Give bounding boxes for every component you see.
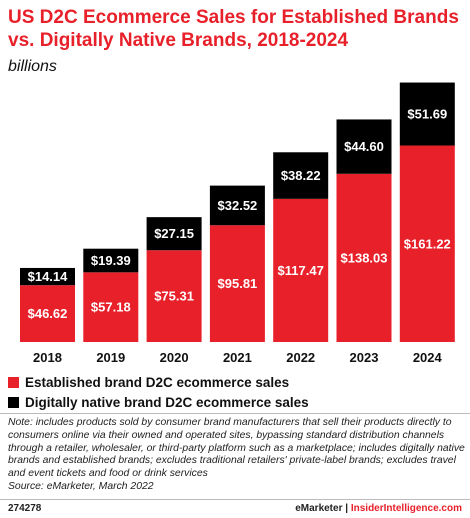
bar-digitally-native-2019 [83, 248, 139, 273]
bar-digitally-native-2020 [146, 217, 202, 251]
chart-title: US D2C Ecommerce Sales for Established B… [8, 7, 459, 51]
x-tick-label-2022: 2022 [286, 350, 315, 365]
legend-item-digitally-native: Digitally native brand D2C ecommerce sal… [8, 392, 309, 412]
bar-established-2018 [20, 285, 75, 342]
data-label-established-2020: $75.31 [154, 289, 194, 304]
data-label-digitally-native-2022: $38.22 [281, 168, 321, 183]
bar-established-2019 [83, 272, 139, 342]
data-label-digitally-native-2021: $32.52 [218, 198, 258, 213]
footer-brand-insider: InsiderIntelligence.com [350, 503, 462, 514]
legend-item-established: Established brand D2C ecommerce sales [8, 372, 309, 392]
data-label-established-2021: $95.81 [218, 276, 258, 291]
data-label-digitally-native-2023: $44.60 [344, 139, 384, 154]
x-tick-label-2020: 2020 [160, 350, 189, 365]
chart-note: Note: includes products sold by consumer… [8, 417, 465, 480]
footer-divider [0, 499, 470, 500]
note-divider [0, 413, 470, 414]
bar-digitally-native-2023 [336, 119, 392, 174]
legend-label-established: Established brand D2C ecommerce sales [25, 374, 290, 390]
footer-brand: eMarketer | InsiderIntelligence.com [295, 503, 462, 514]
x-tick-label-2019: 2019 [96, 350, 125, 365]
legend-swatch-established [8, 376, 19, 388]
chart-subtitle: billions [8, 58, 57, 75]
footer-separator: | [342, 503, 351, 514]
stacked-bar-chart: $46.62 $14.14 2018 $57.18 $19.39 2019 $75.31 $2… [20, 82, 455, 365]
bar-digitally-native-2021 [209, 185, 265, 226]
legend: Established brand D2C ecommerce sales Di… [8, 372, 309, 412]
data-label-established-2022: $117.47 [278, 263, 324, 278]
legend-swatch-digitally-native [8, 396, 19, 408]
data-label-digitally-native-2020: $27.15 [154, 226, 194, 241]
data-label-digitally-native-2024: $51.69 [407, 107, 447, 122]
data-label-established-2019: $57.18 [91, 300, 131, 315]
x-tick-label-2018: 2018 [33, 350, 62, 365]
chart-id: 274278 [8, 503, 42, 514]
chart-source: Source: eMarketer, March 2022 [8, 481, 154, 492]
data-label-digitally-native-2019: $19.39 [91, 253, 131, 268]
data-label-established-2023: $138.03 [341, 250, 388, 265]
footer-brand-emarketer: eMarketer [295, 503, 343, 514]
bar-established-2021 [209, 225, 265, 342]
x-tick-label-2021: 2021 [223, 350, 252, 365]
bar-digitally-native-2022 [273, 152, 329, 199]
x-tick-label-2023: 2023 [350, 350, 379, 365]
x-tick-label-2024: 2024 [413, 350, 443, 365]
bar-established-2024 [399, 145, 455, 342]
bar-digitally-native-2024 [399, 82, 455, 146]
bar-established-2022 [273, 198, 329, 342]
data-label-established-2018: $46.62 [28, 306, 68, 321]
bar-digitally-native-2018 [20, 267, 75, 286]
data-label-digitally-native-2018: $14.14 [28, 269, 69, 284]
data-label-established-2024: $161.22 [404, 236, 451, 251]
bar-established-2023 [336, 173, 392, 342]
legend-label-digitally-native: Digitally native brand D2C ecommerce sal… [25, 394, 309, 410]
bar-established-2020 [146, 250, 202, 342]
